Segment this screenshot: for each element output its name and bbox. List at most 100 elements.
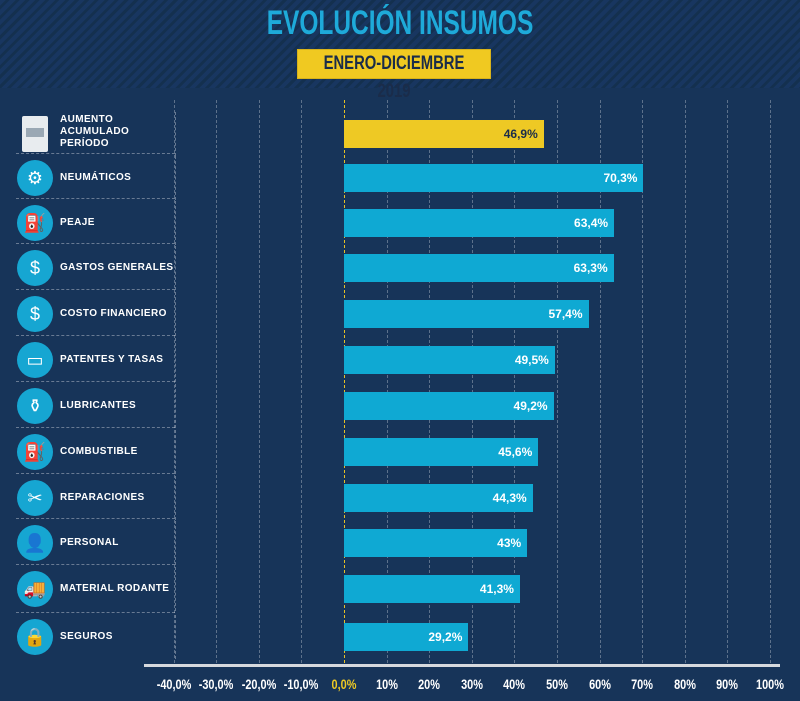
x-tick-label: 70% [631, 676, 654, 692]
row-separator [16, 564, 175, 565]
bar-value-label: 57,4% [548, 307, 583, 321]
category-label: REPARACIONES [60, 492, 145, 503]
row-separator-vertical [175, 156, 176, 200]
gridline [599, 100, 601, 663]
x-tick-label: -40,0% [156, 676, 191, 692]
gridline [557, 100, 558, 663]
bar-value-label: 29,2% [428, 630, 463, 644]
bar [344, 346, 555, 374]
license-plate-icon: ▭ [17, 342, 53, 378]
bar [344, 209, 615, 237]
gridline [471, 100, 473, 663]
bar-value-label: 49,2% [513, 399, 548, 413]
row-separator-vertical [175, 338, 176, 382]
row-separator-vertical [175, 430, 176, 474]
row-separator-vertical [175, 112, 176, 156]
bar [344, 484, 533, 512]
bar-value-label: 41,3% [479, 582, 514, 596]
bar [344, 254, 614, 282]
x-tick-label: -20,0% [241, 676, 277, 692]
row-separator [16, 335, 175, 336]
gridline [173, 100, 175, 663]
bar [344, 164, 644, 192]
bar [344, 120, 544, 148]
row-separator-vertical [175, 615, 176, 659]
row-separator [16, 289, 175, 290]
tools-icon: ✂ [17, 480, 53, 516]
chart-title: EVOLUCIÓN INSUMOS [266, 4, 534, 42]
row-separator [16, 381, 175, 382]
gridline [770, 100, 771, 663]
row-separator-vertical [175, 292, 176, 336]
category-label: COMBUSTIBLE [60, 446, 138, 457]
lock-icon: 🔒 [17, 619, 53, 655]
gridline [386, 100, 388, 663]
gridline [727, 100, 729, 663]
truck-side-icon: 🚚 [17, 571, 53, 607]
row-separator [16, 243, 175, 244]
bar-value-label: 70,3% [603, 171, 638, 185]
row-separator-vertical [175, 567, 176, 611]
category-label: NEUMÁTICOS [60, 172, 132, 183]
category-label: COSTO FINANCIERO [60, 308, 167, 319]
receipt-icon: $ [17, 250, 53, 286]
category-label: SEGUROS [60, 631, 113, 642]
x-tick-label: 50% [546, 676, 568, 692]
row-separator [16, 473, 175, 474]
bar-value-label: 63,4% [574, 216, 609, 230]
row-separator-vertical [175, 384, 176, 428]
x-tick-label: 40% [503, 676, 526, 692]
gridline [216, 100, 218, 663]
truck-icon [17, 116, 53, 152]
bar-value-label: 44,3% [492, 491, 527, 505]
x-tick-label: 30% [460, 676, 483, 692]
gridline [429, 100, 431, 663]
x-tick-label: 90% [716, 676, 739, 692]
row-separator [16, 518, 175, 519]
category-label: PERSONAL [60, 537, 119, 548]
bar-value-label: 63,3% [573, 261, 608, 275]
bar-value-label: 43% [497, 536, 522, 550]
person-icon: 👤 [17, 525, 53, 561]
row-separator-vertical [175, 246, 176, 290]
bar [344, 623, 469, 651]
x-tick-label: 0,0% [331, 676, 357, 692]
x-tick-label: 20% [418, 676, 441, 692]
x-tick-label: -30,0% [198, 676, 234, 692]
category-label: PATENTES Y TASAS [60, 354, 164, 365]
money-bag-icon: $ [17, 296, 53, 332]
category-label: AUMENTO ACUMULADO PERÍODO [60, 114, 130, 149]
category-label: PEAJE [60, 217, 95, 228]
oil-can-icon: ⚱ [17, 388, 53, 424]
x-tick-label: -10,0% [284, 676, 319, 692]
gridline [258, 100, 260, 663]
gridline [301, 100, 303, 663]
tire-icon: ⚙ [17, 160, 53, 196]
row-separator [16, 153, 175, 154]
row-separator-vertical [175, 201, 176, 245]
bar [344, 529, 528, 557]
category-label: GASTOS GENERALES [60, 262, 174, 273]
row-separator-vertical [175, 476, 176, 520]
chart-subtitle: ENERO-DICIEMBRE 2019 [323, 53, 465, 102]
x-tick-label: 60% [588, 676, 611, 692]
row-separator [16, 198, 175, 199]
bar-value-label: 45,6% [498, 445, 533, 459]
gridline [344, 100, 345, 663]
x-axis-line [144, 664, 780, 667]
chart-subtitle-badge: ENERO-DICIEMBRE 2019 [297, 49, 491, 102]
bar [344, 575, 520, 603]
bar [344, 300, 589, 328]
category-label: MATERIAL RODANTE [60, 583, 170, 594]
row-separator [16, 612, 175, 613]
fuel-pump-icon: ⛽ [17, 434, 53, 470]
bar-value-label: 49,5% [514, 353, 549, 367]
bar [344, 438, 539, 466]
row-separator-vertical [175, 521, 176, 565]
gridline [642, 100, 644, 663]
x-tick-label: 80% [673, 676, 696, 692]
bar [344, 392, 554, 420]
bar-value-label: 46,9% [503, 127, 538, 141]
gridline [684, 100, 686, 663]
category-label: LUBRICANTES [60, 400, 137, 411]
